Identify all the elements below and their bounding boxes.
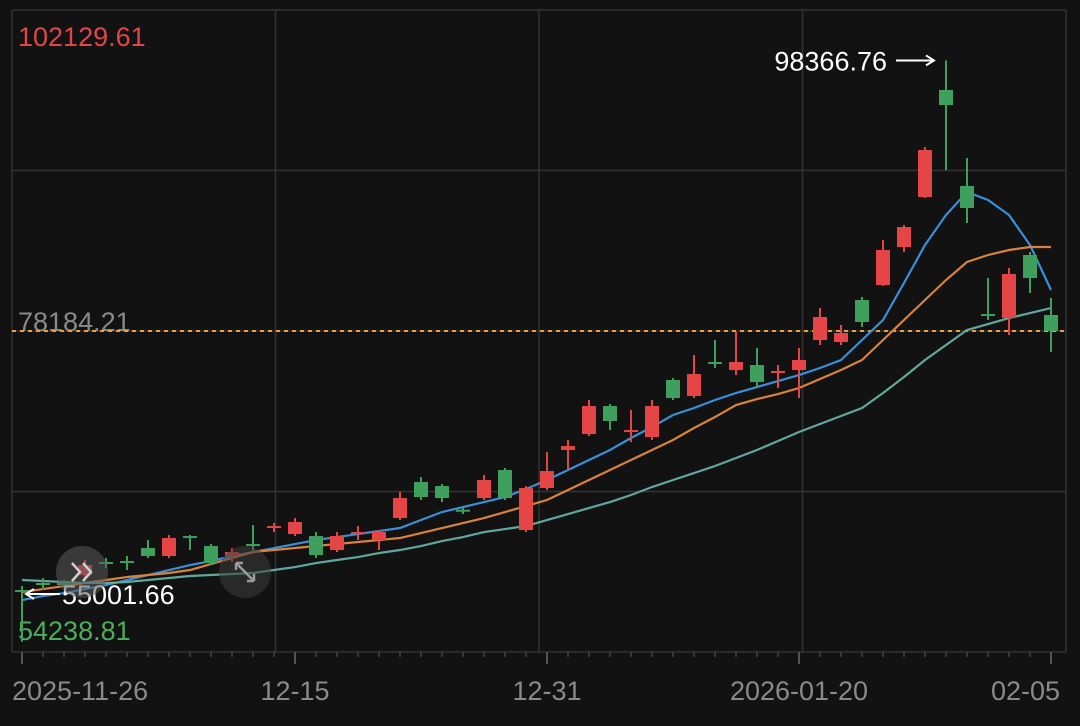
x-tick-label: 02-05: [991, 676, 1060, 706]
candle-body: [729, 362, 743, 371]
candle-body: [498, 470, 512, 499]
candle-body: [1023, 255, 1037, 279]
ma-line: [21, 245, 1051, 594]
x-tick-label: 12-31: [512, 676, 581, 706]
candle-body: [750, 365, 764, 383]
scroll-icon: [71, 562, 93, 582]
candle-body: [582, 406, 596, 435]
candle-body: [876, 250, 890, 286]
candle-body: [351, 532, 365, 535]
candle-body: [561, 446, 575, 451]
candle-body: [435, 486, 449, 499]
candle-body: [15, 590, 29, 593]
x-tick-label: 2026-01-20: [730, 676, 868, 706]
max-label: 98366.76: [774, 46, 887, 76]
candle-body: [897, 227, 911, 248]
expand-icon: [234, 561, 256, 583]
candle-body: [603, 406, 617, 422]
candle-body: [141, 548, 155, 557]
candle-body: [120, 561, 134, 564]
ma-line: [21, 306, 1052, 585]
candle-body: [288, 522, 302, 535]
candle-body: [666, 380, 680, 399]
candle-body: [183, 536, 197, 539]
max-arrow: [896, 54, 936, 67]
candle-body: [414, 482, 428, 498]
candle-body: [960, 186, 974, 209]
candle-body: [771, 371, 785, 374]
candle-body: [624, 430, 638, 433]
min-arrow: [24, 588, 60, 600]
candle-body: [687, 374, 701, 397]
candle-body: [855, 300, 869, 323]
grid: [11, 9, 1067, 653]
candle-body: [645, 406, 659, 438]
candle-body: [267, 526, 281, 529]
ma-line: [21, 190, 1052, 602]
candle-body: [540, 471, 554, 489]
candle-body: [393, 498, 407, 519]
candle-body: [519, 488, 533, 531]
candle-body: [708, 362, 722, 365]
candle-body: [477, 480, 491, 499]
candle-body: [456, 509, 470, 512]
candle-body: [918, 150, 932, 198]
candle-body: [813, 317, 827, 341]
candle-body: [1044, 315, 1058, 331]
candle-body: [246, 544, 260, 547]
candle-body: [372, 532, 386, 541]
candle-body: [162, 538, 176, 557]
x-tick-label: 12-15: [260, 676, 329, 706]
candle-body: [981, 314, 995, 317]
candle-body: [204, 546, 218, 564]
candle-body: [330, 536, 344, 551]
last-price-label: 78184.21: [18, 307, 131, 337]
candle-body: [792, 360, 806, 371]
candle-body: [939, 89, 953, 105]
y-min-label: 54238.81: [18, 616, 131, 646]
candle-body: [309, 536, 323, 556]
candle-body: [1002, 274, 1016, 319]
x-tick-label: 2025-11-26: [12, 676, 148, 706]
candle-body: [36, 583, 50, 586]
scroll-button: [56, 546, 108, 598]
candle-body: [834, 333, 848, 343]
y-max-label: 102129.61: [18, 22, 146, 52]
